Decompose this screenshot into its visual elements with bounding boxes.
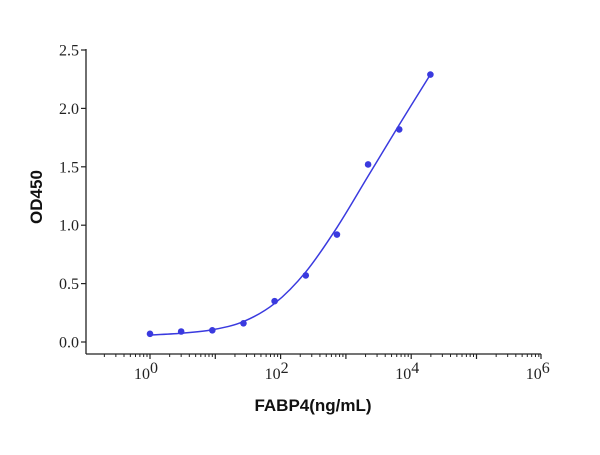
x-tick-label: 102 [265,360,289,383]
data-point [271,297,278,305]
data-point [333,231,341,238]
y-tick-label: 1.5 [59,159,79,176]
y-tick-label: 2.0 [59,101,79,118]
y-axis-label: OD450 [27,170,46,224]
fit-curve [149,74,432,336]
data-point [364,161,372,168]
data-point [177,328,185,335]
y-axis: 0.0 0.5 1.0 1.5 2.0 2.5 [59,43,87,354]
data-point [302,272,310,279]
data-point [240,320,247,327]
data-points [146,71,434,338]
x-tick-label: 104 [395,360,419,383]
x-axis-label: FABP4(ng/mL) [254,396,371,415]
y-tick-label: 0.0 [59,335,79,352]
data-point [395,126,403,133]
x-tick-label: 106 [526,360,550,383]
y-tick-label: 1.0 [59,218,79,235]
y-tick-label: 2.5 [59,43,79,60]
x-tick-label: 100 [134,360,158,383]
data-point [209,327,216,334]
x-axis: 100 102 104 106 [86,353,550,383]
data-point [427,71,434,78]
data-point [146,330,154,338]
y-tick-label: 0.5 [59,276,79,293]
